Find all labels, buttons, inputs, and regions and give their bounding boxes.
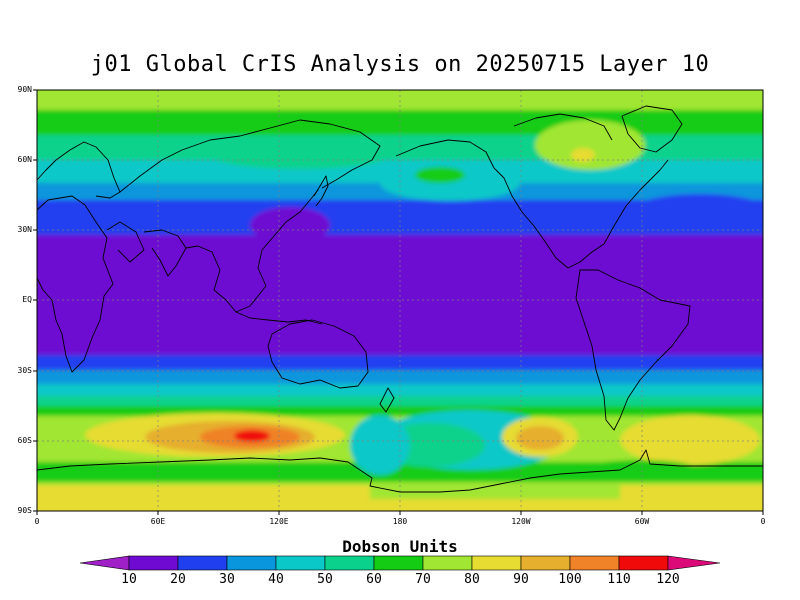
colorbar-swatch-70-80 (422, 555, 473, 571)
colorbar-label: 20 (170, 572, 186, 587)
coast-japan (313, 175, 329, 207)
chart-title: j01 Global CrIS Analysis on 20250715 Lay… (90, 52, 710, 77)
x-tick-label: 60W (634, 517, 650, 526)
colorbar-low-arrow (79, 555, 130, 571)
y-tick-label: 90N (17, 85, 32, 94)
y-tick-label: 30N (17, 225, 32, 234)
colorbar-swatch-60-70 (373, 555, 424, 571)
coast-se-asia (185, 189, 319, 313)
colorbar-swatch-10-20 (128, 555, 179, 571)
x-tick-label: 120W (511, 517, 531, 526)
coast-new-zealand (379, 387, 395, 413)
x-tick-label: 60E (150, 517, 166, 526)
colorbar-label: 30 (219, 572, 235, 587)
colorbar-swatch-110-120 (618, 555, 669, 571)
x-tick-label: 0 (760, 517, 766, 526)
band-40s (37, 370, 763, 388)
coast-australia (267, 319, 369, 389)
colorbar-swatch-90-100 (520, 555, 571, 571)
coast-greenland (621, 105, 683, 153)
coast-alaska (395, 139, 495, 169)
colorbar-label: 120 (656, 572, 680, 587)
colorbar-label: 110 (607, 572, 631, 587)
region-max-south-pacific (516, 426, 564, 450)
coastlines (37, 105, 763, 493)
coast-arabia (106, 221, 145, 263)
y-tick-label: 90S (17, 506, 32, 515)
colorbar-label: 90 (513, 572, 529, 587)
region-atlantic-blue (630, 194, 763, 230)
region-north-pacific-green (415, 167, 465, 183)
axis-ticks (33, 89, 764, 515)
coast-india (143, 229, 187, 277)
y-tick-label: 60N (17, 155, 32, 164)
colorbar-label: 50 (317, 572, 333, 587)
x-tick-label: 180 (392, 517, 408, 526)
colorbar-label: 100 (558, 572, 582, 587)
coast-south-america (575, 269, 691, 431)
ozone-field (37, 90, 763, 511)
coast-north-america (493, 159, 669, 269)
colorbar-swatch-80-90 (471, 555, 522, 571)
colorbar-label: 10 (121, 572, 137, 587)
colorbar-label: 60 (366, 572, 382, 587)
coast-siberia (119, 119, 381, 193)
region-south-atlantic-green (580, 460, 700, 480)
band-70n (37, 110, 763, 138)
region-siberia-low (210, 141, 390, 169)
region-greenland-max (571, 148, 595, 162)
region-max-indian (234, 430, 270, 442)
colorbar-swatch-20-30 (177, 555, 228, 571)
colorbar-label: 40 (268, 572, 284, 587)
region-north-pacific (380, 165, 520, 201)
polar-south-lime (370, 485, 620, 499)
colorbar-high-arrow (667, 555, 721, 571)
coast-antarctica (37, 449, 763, 493)
colorbar-label: 70 (415, 572, 431, 587)
coast-canada-arctic (513, 113, 613, 141)
colorbar (79, 555, 721, 571)
x-tick-label: 0 (34, 517, 40, 526)
region-china-bulge (250, 207, 330, 243)
y-tick-label: 30S (17, 366, 32, 375)
region-greenland-high (535, 120, 645, 170)
colorbar-swatch-100-110 (569, 555, 620, 571)
colorbar-title: Dobson Units (342, 537, 458, 556)
region-low-australia (350, 415, 410, 475)
y-tick-label: 60S (17, 436, 32, 445)
x-tick-label: 120E (269, 517, 289, 526)
coast-europe (37, 141, 121, 199)
coast-africa (37, 195, 114, 373)
colorbar-swatch-50-60 (324, 555, 375, 571)
colorbar-label: 80 (464, 572, 480, 587)
colorbar-swatch-30-40 (226, 555, 277, 571)
region-south-atlantic (620, 415, 760, 465)
colorbar-swatch-40-50 (275, 555, 326, 571)
y-tick-label: EQ (22, 295, 32, 304)
